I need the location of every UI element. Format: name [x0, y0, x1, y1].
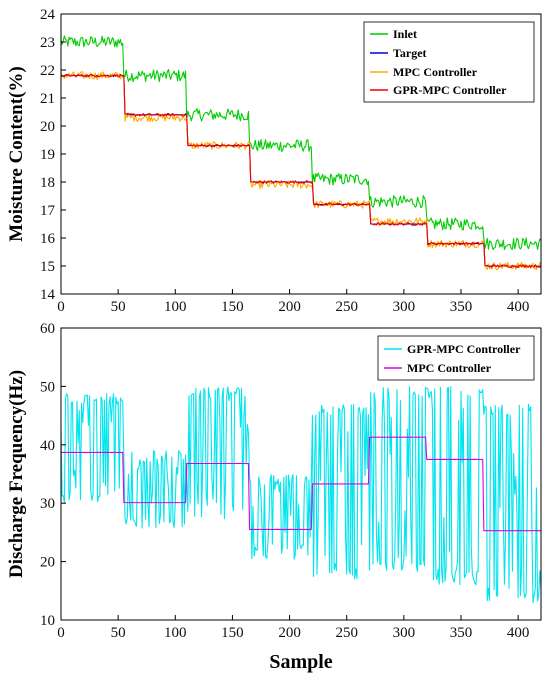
moisture-ytick-label: 23	[40, 35, 55, 51]
moisture-xtick-label: 50	[111, 299, 126, 315]
moisture-ytick-label: 21	[40, 91, 55, 107]
moisture-xtick-label: 100	[164, 299, 187, 315]
moisture-content-chart: 0 50 100 150 200 250 300 350 400 14 15 16 17 18 19 20 21…	[6, 7, 542, 315]
frequency-ytick-label: 30	[40, 496, 55, 512]
frequency-ylabel: Discharge Frequency(Hz)	[6, 370, 27, 578]
frequency-xtick-label: 400	[507, 625, 530, 641]
moisture-legend: Inlet Target MPC Controller GPR-MPC Cont…	[363, 21, 535, 103]
frequency-xtick-label: 350	[450, 625, 473, 641]
frequency-xtick-label: 300	[393, 625, 416, 641]
frequency-xtick-label: 150	[221, 625, 244, 641]
frequency-xtick-label: 50	[111, 625, 126, 641]
moisture-xtick-label: 0	[57, 299, 65, 315]
moisture-xtick-label: 200	[278, 299, 301, 315]
moisture-ytick-label: 19	[40, 147, 55, 163]
frequency-ytick-label: 50	[40, 379, 55, 395]
frequency-ytick-label: 20	[40, 555, 55, 571]
moisture-ytick-label: 16	[40, 231, 56, 247]
moisture-ytick-label: 24	[40, 7, 56, 23]
frequency-ticks: 0 50 100 150 200 250 300 350 400 10 20 30 40 50 60	[40, 321, 529, 641]
moisture-xtick-label: 400	[507, 299, 530, 315]
frequency-ytick-label: 40	[40, 438, 55, 454]
discharge-frequency-chart: 0 50 100 150 200 250 300 350 400 10 20 30 40 50 60 Dis…	[6, 321, 542, 673]
moisture-ytick-label: 22	[40, 63, 55, 79]
moisture-xtick-label: 300	[393, 299, 416, 315]
frequency-series-mpc-controller	[61, 436, 541, 532]
moisture-ylabel: Moisture Content(%)	[6, 66, 27, 241]
moisture-ytick-label: 20	[40, 119, 55, 135]
frequency-xtick-label: 200	[278, 625, 301, 641]
moisture-xtick-label: 250	[335, 299, 358, 315]
frequency-axes-frame	[60, 327, 542, 621]
moisture-ytick-label: 18	[40, 175, 55, 191]
legend-gpr-mpc-label: GPR-MPC Controller	[393, 83, 507, 97]
frequency-ytick-label: 60	[40, 321, 55, 337]
moisture-xtick-label: 150	[221, 299, 244, 315]
legend-target-label: Target	[393, 46, 427, 60]
legend-mpc-label: MPC Controller	[393, 65, 478, 79]
moisture-ytick-label: 17	[40, 203, 56, 219]
frequency-ytick-label: 10	[40, 613, 55, 629]
frequency-legend: GPR-MPC Controller MPC Controller	[377, 335, 535, 381]
moisture-ticks: 0 50 100 150 200 250 300 350 400 14 15 16 17 18 19 20 21…	[40, 7, 529, 315]
moisture-plot-area	[61, 35, 541, 271]
frequency-legend-box	[377, 335, 535, 381]
moisture-series-gpr-mpc-controller	[61, 73, 541, 268]
moisture-legend-box	[363, 21, 535, 103]
frequency-plot-area	[61, 386, 541, 604]
frequency-xtick-label: 100	[164, 625, 187, 641]
legend-freq-gpr-mpc-label: GPR-MPC Controller	[407, 342, 521, 356]
frequency-xlabel: Sample	[269, 651, 332, 673]
legend-inlet-label: Inlet	[393, 27, 417, 41]
moisture-series-mpc-controller	[61, 71, 541, 271]
moisture-xtick-label: 350	[450, 299, 473, 315]
legend-freq-mpc-label: MPC Controller	[407, 361, 492, 375]
moisture-ytick-label: 14	[40, 287, 56, 303]
frequency-xtick-label: 0	[57, 625, 65, 641]
frequency-series-gpr-mpc-controller	[61, 386, 541, 604]
moisture-series-inlet	[61, 35, 541, 251]
moisture-ytick-label: 15	[40, 259, 55, 275]
frequency-xtick-label: 250	[335, 625, 358, 641]
